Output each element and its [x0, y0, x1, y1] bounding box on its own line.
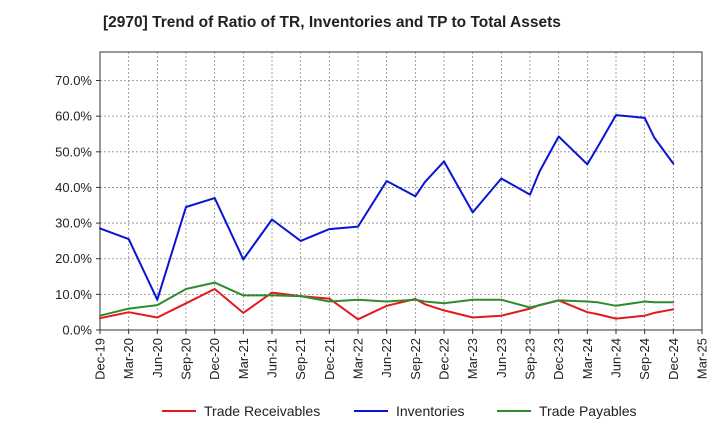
x-tick-label: Dec-23	[551, 338, 566, 380]
series-line-trade-payables	[99, 281, 675, 317]
x-tick-label: Jun-24	[609, 338, 624, 378]
legend-swatch-trade-payables	[497, 410, 531, 412]
x-tick-label: Sep-20	[179, 338, 194, 380]
x-tick-label: Jun-23	[494, 338, 509, 378]
x-tick-label: Jun-21	[265, 338, 280, 378]
chart-title: [2970] Trend of Ratio of TR, Inventories…	[103, 14, 561, 31]
x-tick-label: Sep-21	[293, 338, 308, 380]
x-tick-label: Jun-22	[379, 338, 394, 378]
series-line-trade-receivables	[99, 288, 675, 321]
legend-swatch-inventories	[354, 410, 388, 412]
y-tick-label: 20.0%	[55, 251, 92, 266]
x-tick-label: Dec-20	[207, 338, 222, 380]
legend-label-inventories: Inventories	[396, 403, 465, 419]
x-tick-label: Dec-19	[93, 338, 108, 380]
x-tick-label: Mar-22	[351, 338, 366, 379]
legend-item-trade-receivables: Trade Receivables	[162, 403, 320, 419]
x-tick-label: Mar-20	[121, 338, 136, 379]
x-tick-label: Mar-21	[236, 338, 251, 379]
y-tick-label: 70.0%	[55, 73, 92, 88]
x-tick-label: Dec-21	[322, 338, 337, 380]
x-tick-label: Mar-24	[580, 338, 595, 379]
y-tick-label: 50.0%	[55, 144, 92, 159]
grid-layer	[100, 52, 702, 330]
legend: Trade Receivables Inventories Trade Paya…	[0, 403, 720, 425]
x-tick-label: Jun-20	[150, 338, 165, 378]
series-line-inventories	[99, 114, 675, 301]
x-tick-label: Mar-25	[695, 338, 710, 379]
x-tick-label: Dec-24	[666, 338, 681, 380]
label-layer: 0.0% 10.0% 20.0% 30.0% 40.0% 50.0% 60.0% 70.0% D…	[55, 73, 709, 380]
x-tick-label: Sep-24	[637, 338, 652, 380]
axis-layer	[96, 51, 703, 334]
x-tick-label: Mar-23	[465, 338, 480, 379]
x-tick-label: Sep-23	[523, 338, 538, 380]
legend-item-inventories: Inventories	[354, 403, 464, 419]
legend-item-trade-payables: Trade Payables	[497, 403, 637, 419]
plot-frame	[99, 51, 703, 331]
y-tick-label: 10.0%	[55, 287, 92, 302]
legend-swatch-trade-receivables	[162, 410, 196, 412]
x-tick-label: Dec-22	[437, 338, 452, 380]
y-tick-label: 30.0%	[55, 216, 92, 231]
x-tick-label: Sep-22	[408, 338, 423, 380]
y-tick-label: 0.0%	[62, 323, 92, 338]
line-chart: 0.0% 10.0% 20.0% 30.0% 40.0% 50.0% 60.0% 70.0% D…	[55, 51, 710, 380]
legend-label-trade-receivables: Trade Receivables	[204, 403, 321, 419]
legend-label-trade-payables: Trade Payables	[539, 403, 637, 419]
y-tick-label: 40.0%	[55, 180, 92, 195]
series-layer	[99, 114, 675, 321]
y-tick-label: 60.0%	[55, 109, 92, 124]
